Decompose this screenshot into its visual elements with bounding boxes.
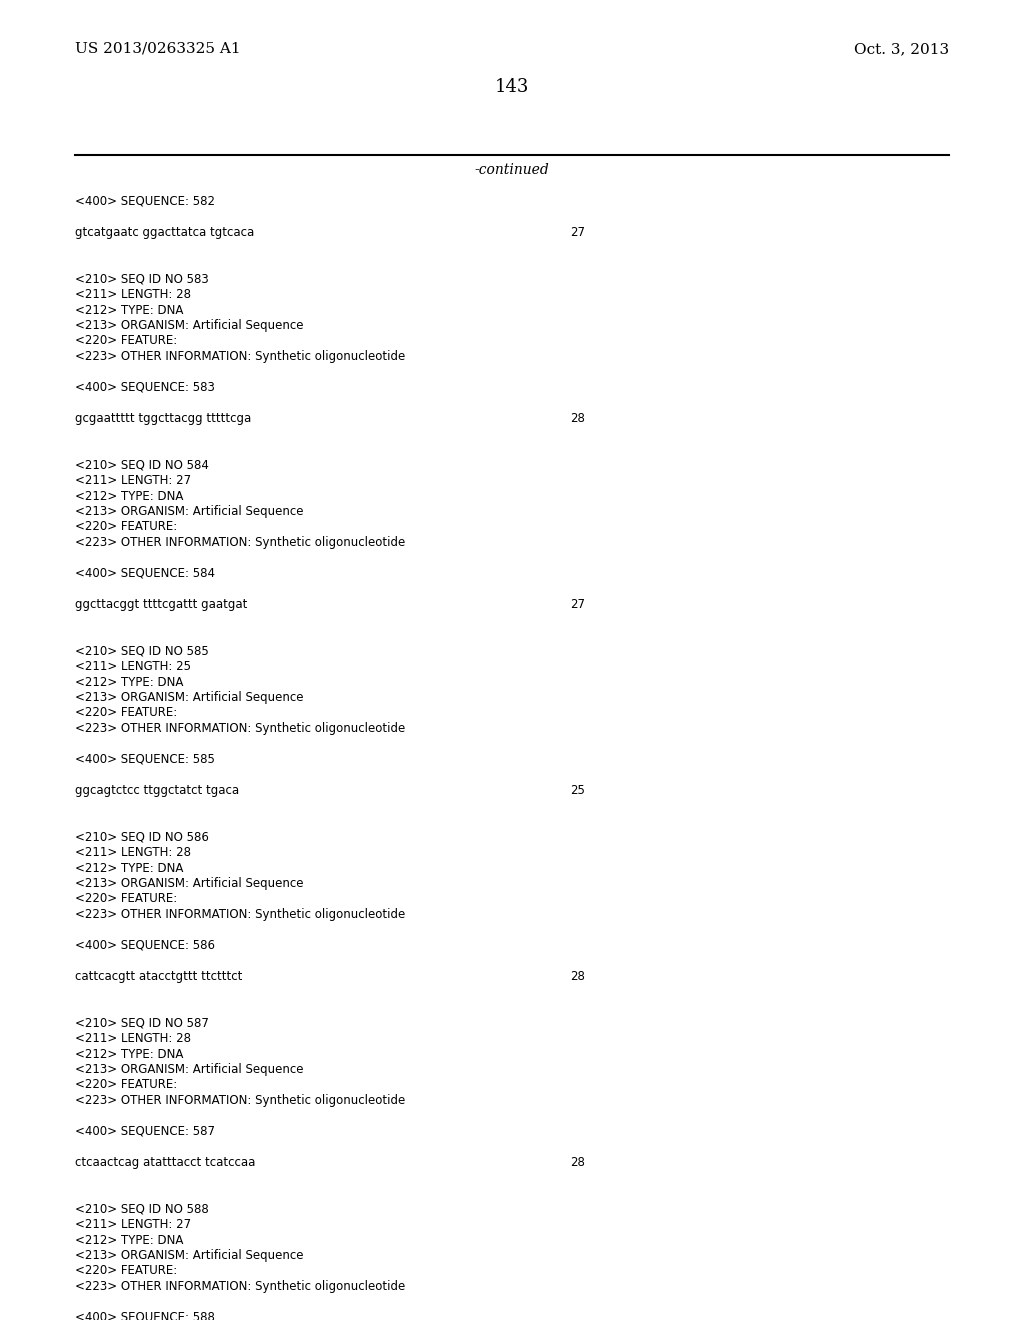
Text: gcgaattttt tggcttacgg tttttcga: gcgaattttt tggcttacgg tttttcga	[75, 412, 251, 425]
Text: <210> SEQ ID NO 583: <210> SEQ ID NO 583	[75, 272, 209, 285]
Text: <220> FEATURE:: <220> FEATURE:	[75, 1265, 177, 1278]
Text: ggcagtctcc ttggctatct tgaca: ggcagtctcc ttggctatct tgaca	[75, 784, 240, 797]
Text: <400> SEQUENCE: 588: <400> SEQUENCE: 588	[75, 1311, 215, 1320]
Text: <400> SEQUENCE: 583: <400> SEQUENCE: 583	[75, 381, 215, 393]
Text: <213> ORGANISM: Artificial Sequence: <213> ORGANISM: Artificial Sequence	[75, 690, 303, 704]
Text: <213> ORGANISM: Artificial Sequence: <213> ORGANISM: Artificial Sequence	[75, 506, 303, 517]
Text: <210> SEQ ID NO 588: <210> SEQ ID NO 588	[75, 1203, 209, 1216]
Text: <212> TYPE: DNA: <212> TYPE: DNA	[75, 1233, 183, 1246]
Text: 143: 143	[495, 78, 529, 96]
Text: <220> FEATURE:: <220> FEATURE:	[75, 706, 177, 719]
Text: 28: 28	[570, 970, 585, 983]
Text: 28: 28	[570, 412, 585, 425]
Text: <211> LENGTH: 28: <211> LENGTH: 28	[75, 846, 191, 859]
Text: 28: 28	[570, 1156, 585, 1170]
Text: <400> SEQUENCE: 582: <400> SEQUENCE: 582	[75, 195, 215, 209]
Text: <223> OTHER INFORMATION: Synthetic oligonucleotide: <223> OTHER INFORMATION: Synthetic oligo…	[75, 536, 406, 549]
Text: <213> ORGANISM: Artificial Sequence: <213> ORGANISM: Artificial Sequence	[75, 876, 303, 890]
Text: <210> SEQ ID NO 584: <210> SEQ ID NO 584	[75, 458, 209, 471]
Text: <212> TYPE: DNA: <212> TYPE: DNA	[75, 490, 183, 503]
Text: <211> LENGTH: 27: <211> LENGTH: 27	[75, 1218, 191, 1232]
Text: <223> OTHER INFORMATION: Synthetic oligonucleotide: <223> OTHER INFORMATION: Synthetic oligo…	[75, 1094, 406, 1107]
Text: gtcatgaatc ggacttatca tgtcaca: gtcatgaatc ggacttatca tgtcaca	[75, 226, 254, 239]
Text: <210> SEQ ID NO 587: <210> SEQ ID NO 587	[75, 1016, 209, 1030]
Text: <223> OTHER INFORMATION: Synthetic oligonucleotide: <223> OTHER INFORMATION: Synthetic oligo…	[75, 1280, 406, 1294]
Text: ctcaactcag atatttacct tcatccaa: ctcaactcag atatttacct tcatccaa	[75, 1156, 255, 1170]
Text: <213> ORGANISM: Artificial Sequence: <213> ORGANISM: Artificial Sequence	[75, 1063, 303, 1076]
Text: <400> SEQUENCE: 586: <400> SEQUENCE: 586	[75, 939, 215, 952]
Text: <211> LENGTH: 28: <211> LENGTH: 28	[75, 1032, 191, 1045]
Text: 25: 25	[570, 784, 585, 797]
Text: 27: 27	[570, 226, 585, 239]
Text: <220> FEATURE:: <220> FEATURE:	[75, 892, 177, 906]
Text: 27: 27	[570, 598, 585, 611]
Text: <223> OTHER INFORMATION: Synthetic oligonucleotide: <223> OTHER INFORMATION: Synthetic oligo…	[75, 350, 406, 363]
Text: <400> SEQUENCE: 584: <400> SEQUENCE: 584	[75, 568, 215, 579]
Text: <220> FEATURE:: <220> FEATURE:	[75, 520, 177, 533]
Text: -continued: -continued	[475, 162, 549, 177]
Text: <211> LENGTH: 28: <211> LENGTH: 28	[75, 288, 191, 301]
Text: <220> FEATURE:: <220> FEATURE:	[75, 334, 177, 347]
Text: <212> TYPE: DNA: <212> TYPE: DNA	[75, 1048, 183, 1060]
Text: <212> TYPE: DNA: <212> TYPE: DNA	[75, 862, 183, 874]
Text: <210> SEQ ID NO 585: <210> SEQ ID NO 585	[75, 644, 209, 657]
Text: <213> ORGANISM: Artificial Sequence: <213> ORGANISM: Artificial Sequence	[75, 1249, 303, 1262]
Text: <400> SEQUENCE: 587: <400> SEQUENCE: 587	[75, 1125, 215, 1138]
Text: <210> SEQ ID NO 586: <210> SEQ ID NO 586	[75, 830, 209, 843]
Text: <211> LENGTH: 25: <211> LENGTH: 25	[75, 660, 191, 673]
Text: <211> LENGTH: 27: <211> LENGTH: 27	[75, 474, 191, 487]
Text: US 2013/0263325 A1: US 2013/0263325 A1	[75, 42, 241, 55]
Text: <213> ORGANISM: Artificial Sequence: <213> ORGANISM: Artificial Sequence	[75, 319, 303, 333]
Text: ggcttacggt ttttcgattt gaatgat: ggcttacggt ttttcgattt gaatgat	[75, 598, 248, 611]
Text: <223> OTHER INFORMATION: Synthetic oligonucleotide: <223> OTHER INFORMATION: Synthetic oligo…	[75, 908, 406, 921]
Text: <212> TYPE: DNA: <212> TYPE: DNA	[75, 304, 183, 317]
Text: <220> FEATURE:: <220> FEATURE:	[75, 1078, 177, 1092]
Text: <212> TYPE: DNA: <212> TYPE: DNA	[75, 676, 183, 689]
Text: <223> OTHER INFORMATION: Synthetic oligonucleotide: <223> OTHER INFORMATION: Synthetic oligo…	[75, 722, 406, 735]
Text: Oct. 3, 2013: Oct. 3, 2013	[854, 42, 949, 55]
Text: <400> SEQUENCE: 585: <400> SEQUENCE: 585	[75, 752, 215, 766]
Text: cattcacgtt atacctgttt ttctttct: cattcacgtt atacctgttt ttctttct	[75, 970, 243, 983]
